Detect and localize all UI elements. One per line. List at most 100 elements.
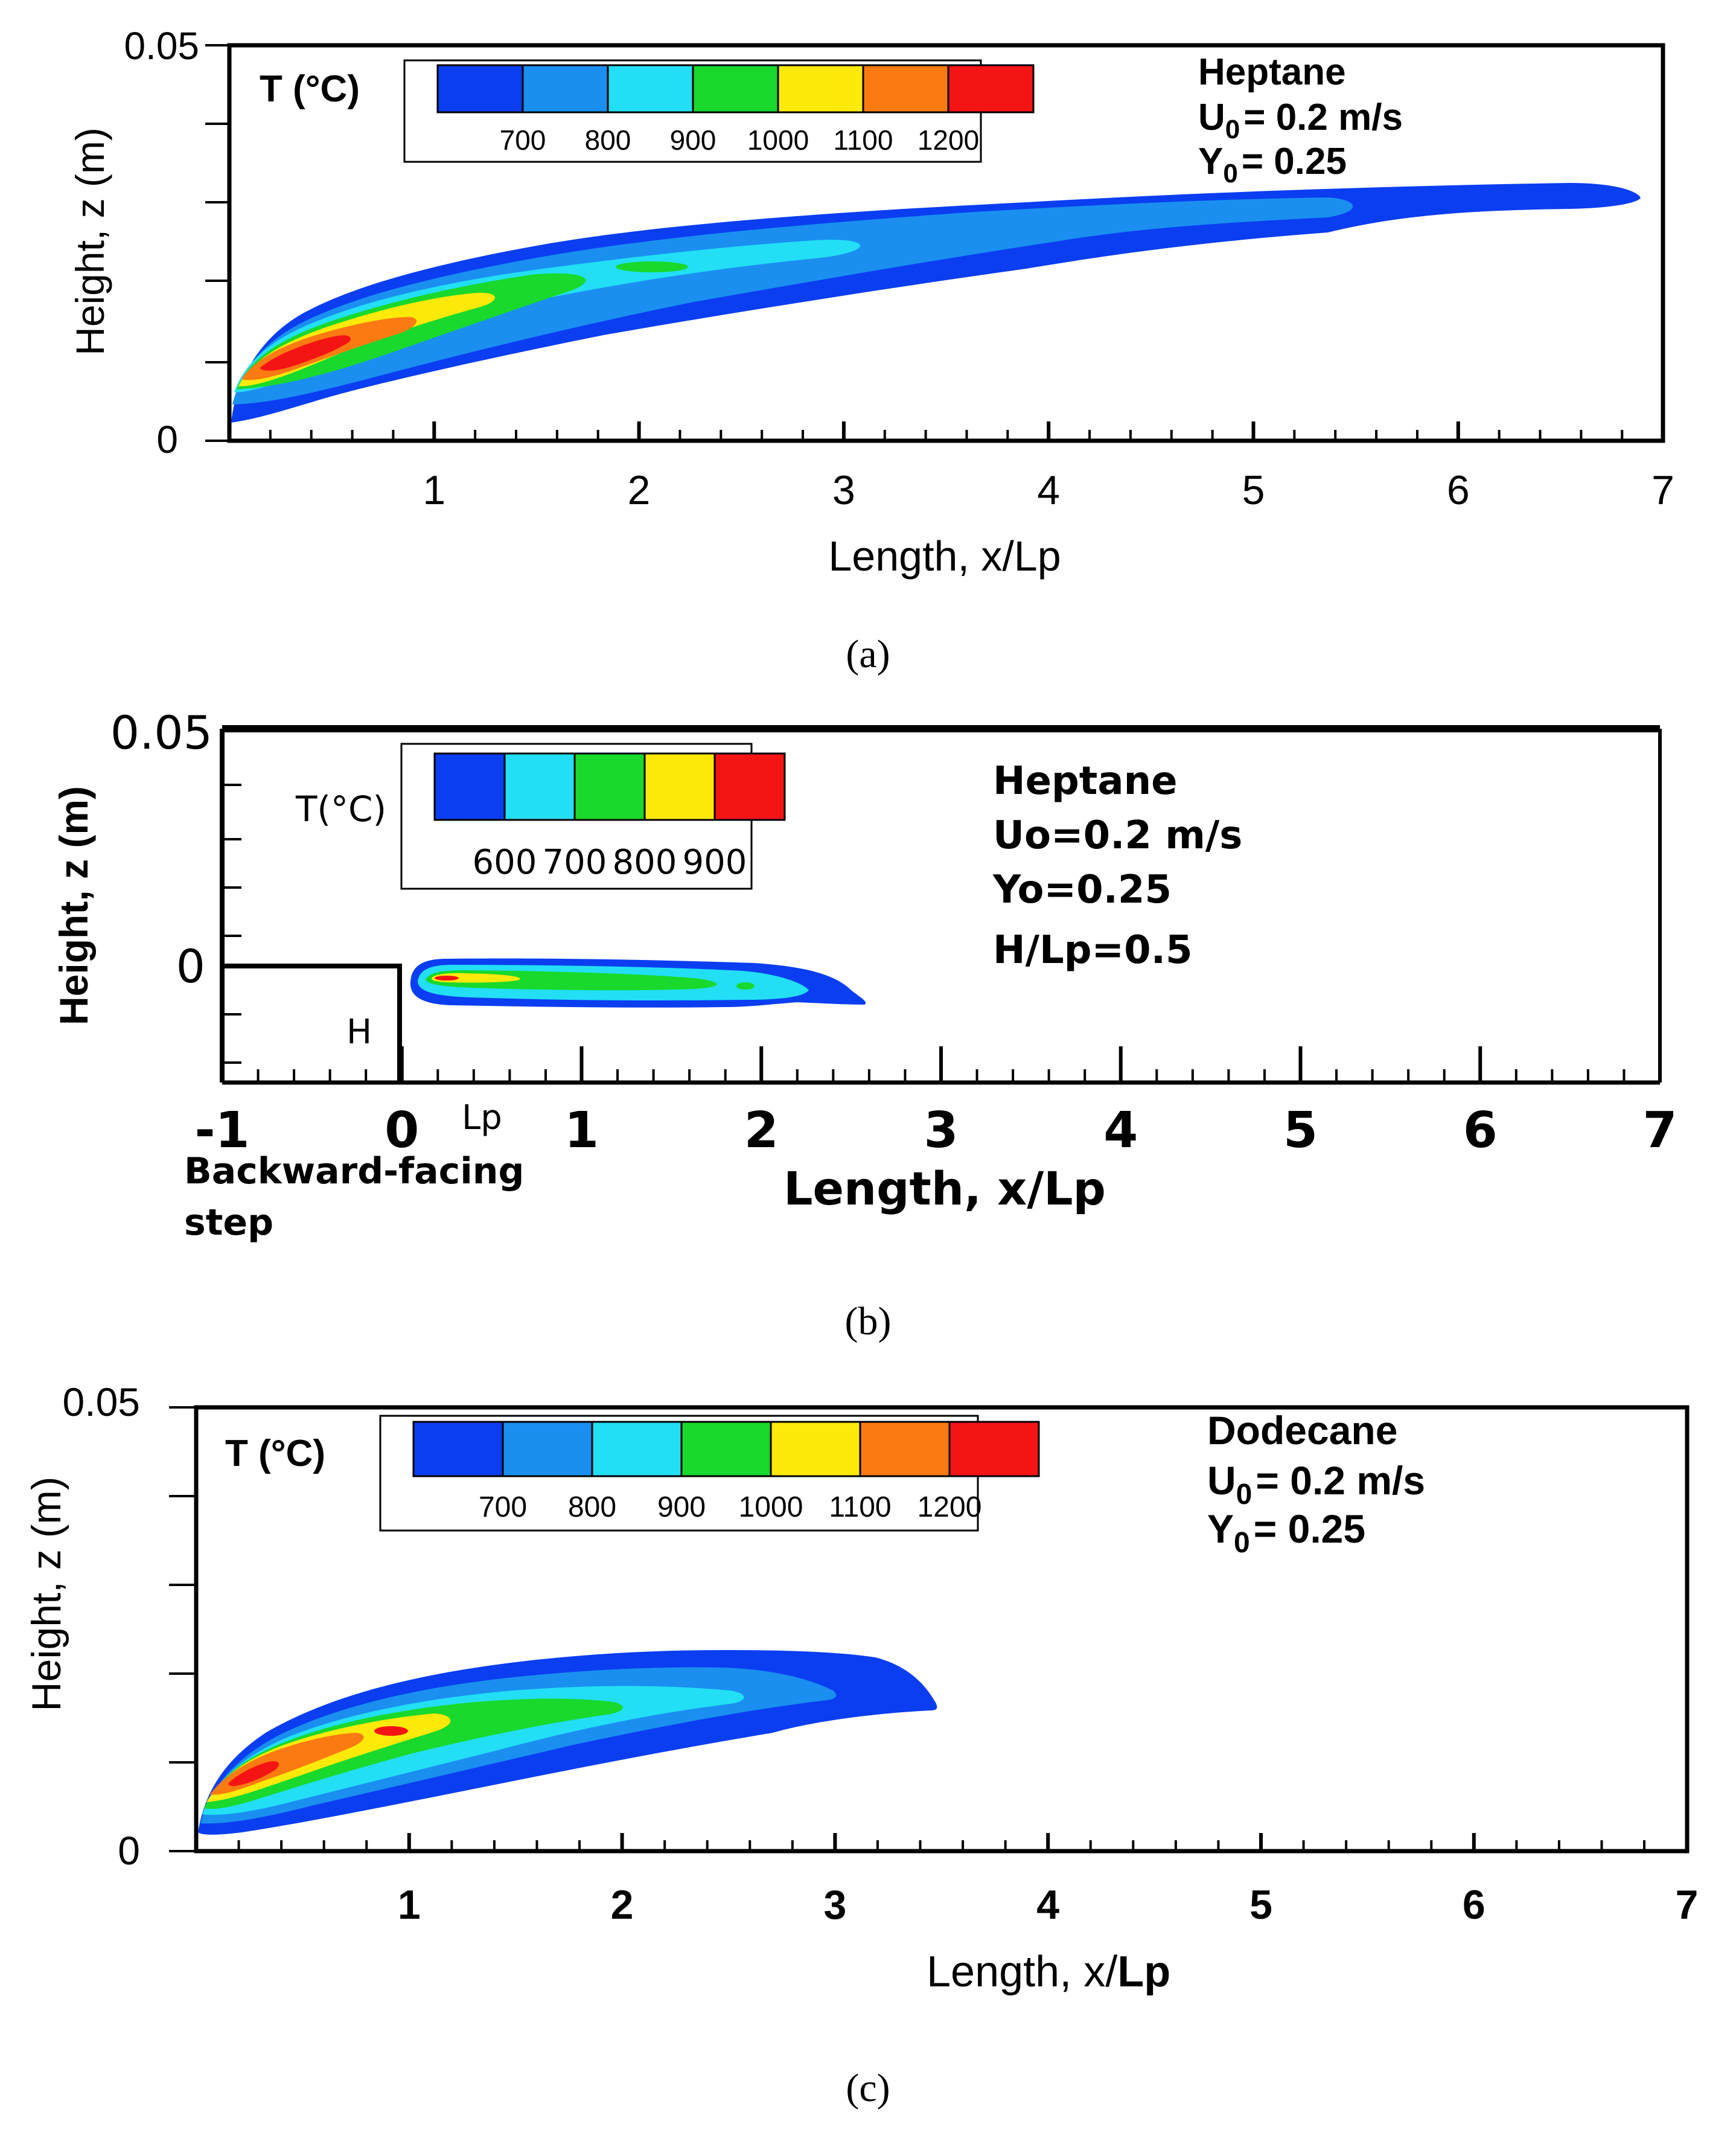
- x-tick-label-a-4: 4: [1037, 467, 1060, 513]
- step-caption-line-2: step: [184, 1201, 273, 1244]
- flame-a-band-1300: [260, 335, 351, 371]
- colorbar-a-label-1100: 1100: [834, 124, 893, 156]
- lp-label: Lp: [462, 1098, 502, 1137]
- panel-c-flame: [198, 1650, 937, 1835]
- colorbar-c-title: T (°C): [225, 1433, 325, 1474]
- annotation-a-fuel: Heptane: [1198, 51, 1346, 93]
- colorbar-b-cell-3: [643, 752, 716, 821]
- panel-a-axes: 1 2 3 4 5 6 7: [205, 44, 1674, 513]
- annotation-a-velocity: U0= 0.2 m/s: [1198, 97, 1403, 144]
- colorbar-b-label-700: 700: [543, 843, 607, 882]
- colorbar-b-cell-0: [433, 752, 506, 821]
- step-caption-line-1: Backward-facing: [184, 1150, 524, 1192]
- panel-b-annotation: Heptane Uo=0.2 m/s Yo=0.25 H/Lp=0.5: [992, 759, 1242, 973]
- x-tick-label-a-5: 5: [1242, 467, 1265, 513]
- colorbar-a-cell-0: [436, 64, 524, 114]
- colorbar-a-cell-2: [607, 64, 694, 114]
- caption-b: (b): [845, 1299, 892, 1343]
- colorbar-a-cell-5: [862, 64, 949, 114]
- flame-a-small-green-spot: [616, 261, 688, 272]
- y-axis-label-a: Height, z (m): [68, 127, 112, 356]
- x-axis-label-a: Length, x/Lp: [828, 533, 1061, 580]
- panel-a-colorbar: T (°C) 700 800 900 1000 1100 1200: [260, 59, 1035, 163]
- flame-b-peak: [435, 976, 459, 981]
- flame-a-band-700: [231, 183, 1641, 423]
- annotation-b-fuel: Heptane: [993, 759, 1178, 804]
- panel-b-flame: [410, 958, 866, 1008]
- y-axis-label-c: Height, z (m): [24, 1476, 69, 1711]
- panel-c-axes: 1 2 3 4 5 6 7: [169, 1406, 1699, 1928]
- x-tick-label-a-1: 1: [423, 467, 445, 513]
- flame-c-band-1000: [204, 1698, 623, 1809]
- x-axis-label-c: Length, x/Lp: [927, 1948, 1170, 1996]
- colorbar-a-cell-3: [692, 64, 779, 114]
- annotation-c-mass-fraction: Y0= 0.25: [1207, 1506, 1365, 1559]
- colorbar-c-label-1000: 1000: [739, 1491, 803, 1523]
- annotation-b-mass-fraction: Yo=0.25: [992, 868, 1172, 912]
- colorbar-c-cell-1: [502, 1421, 593, 1477]
- panel-c-frame: [194, 1405, 1690, 1854]
- step-height-label: H: [346, 1013, 372, 1052]
- x-tick-label-b-2: 2: [744, 1102, 779, 1159]
- y-tick-label-b-0: 0: [176, 939, 205, 993]
- y-tick-label-a-0: 0: [156, 418, 178, 461]
- colorbar-a-label-800: 800: [585, 124, 631, 156]
- x-tick-label-c-4: 4: [1036, 1882, 1059, 1928]
- y-axis-label-b: Height, z (m): [51, 786, 96, 1025]
- y-tick-label-c-0: 0: [118, 1828, 140, 1873]
- x-tick-label-b--1: -1: [194, 1102, 249, 1159]
- x-tick-label-b-3: 3: [924, 1102, 958, 1159]
- x-tick-label-b-4: 4: [1103, 1102, 1138, 1159]
- b-backward-facing-step: [222, 964, 402, 1083]
- panel-a-frame: [227, 43, 1665, 443]
- colorbar-c-cell-0: [412, 1421, 504, 1477]
- annotation-b-velocity: Uo=0.2 m/s: [993, 813, 1242, 858]
- colorbar-a-label-1000: 1000: [747, 124, 809, 156]
- flame-b-band-900: [431, 973, 520, 983]
- panel-a-annotation: Heptane U0= 0.2 m/s Y0= 0.25: [1198, 51, 1403, 188]
- panel-c-annotation: Dodecane U0= 0.2 m/s Y0= 0.25: [1207, 1408, 1425, 1559]
- panel-a: T (°C) 700 800 900 1000 1100 1200 Heptane U0=…: [68, 24, 1674, 676]
- x-tick-label-c-6: 6: [1463, 1882, 1485, 1928]
- panel-b-colorbar: T(°C) 600 700 800 900: [295, 743, 786, 890]
- x-tick-label-c-5: 5: [1249, 1882, 1272, 1928]
- x-tick-label-b-1: 1: [564, 1102, 599, 1159]
- colorbar-a-label-700: 700: [500, 124, 546, 156]
- annotation-c-velocity: U0= 0.2 m/s: [1207, 1458, 1425, 1511]
- colorbar-c-cell-2: [591, 1421, 683, 1477]
- y-tick-label-a-0.05: 0.05: [124, 24, 199, 68]
- colorbar-c-label-900: 900: [657, 1491, 706, 1523]
- colorbar-a-label-900: 900: [670, 124, 716, 156]
- colorbar-b-label-600: 600: [473, 843, 537, 882]
- panel-b: T(°C) 600 700 800 900 Heptane Uo=0.2 m/s Yo…: [51, 706, 1677, 1343]
- colorbar-b-cell-1: [503, 752, 576, 821]
- colorbar-b-cell-2: [573, 752, 646, 821]
- x-tick-label-b-6: 6: [1463, 1102, 1498, 1159]
- panel-c: T (°C) 700 800 900 1000 1100 1200 Dodecane U0…: [24, 1380, 1699, 2110]
- colorbar-c-label-1200: 1200: [917, 1491, 982, 1523]
- colorbar-a-cell-6: [947, 64, 1035, 114]
- flame-c-band-1300: [228, 1761, 279, 1787]
- annotation-b-step-ratio: H/Lp=0.5: [993, 928, 1193, 973]
- flame-b-green-spot: [736, 982, 755, 990]
- panel-c-colorbar: T (°C) 700 800 900 1000 1100 1200: [225, 1415, 1040, 1532]
- colorbar-c-label-700: 700: [479, 1491, 527, 1523]
- x-tick-label-b-7: 7: [1642, 1102, 1677, 1159]
- annotation-c-fuel: Dodecane: [1207, 1408, 1397, 1453]
- caption-a: (a): [846, 632, 890, 676]
- x-tick-label-a-6: 6: [1447, 467, 1470, 513]
- colorbar-c-cell-3: [680, 1421, 772, 1477]
- x-tick-label-b-0: 0: [385, 1102, 419, 1159]
- colorbar-b-title: T(°C): [295, 789, 386, 830]
- y-tick-label-c-0.05: 0.05: [63, 1380, 140, 1424]
- caption-c: (c): [846, 2066, 890, 2110]
- flame-c-secondary-peak: [374, 1726, 408, 1736]
- x-tick-label-a-7: 7: [1651, 467, 1674, 513]
- panel-a-flame: [231, 183, 1641, 423]
- x-tick-label-a-3: 3: [832, 467, 855, 513]
- colorbar-c-label-1100: 1100: [829, 1491, 891, 1523]
- colorbar-c-cell-6: [948, 1421, 1040, 1477]
- colorbar-c-cell-5: [859, 1421, 951, 1477]
- x-tick-label-b-5: 5: [1283, 1102, 1318, 1159]
- colorbar-b-cell-4: [713, 752, 786, 821]
